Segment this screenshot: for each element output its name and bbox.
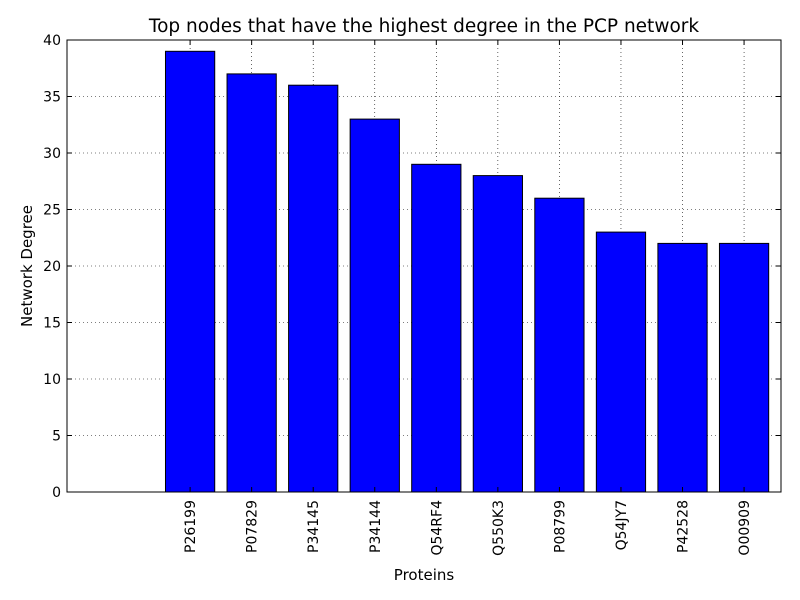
x-tick-label: P08799 xyxy=(552,500,568,553)
y-axis: 0 5 10 15 20 25 30 35 40 xyxy=(43,33,781,501)
bar-Q54JY7 xyxy=(595,231,647,493)
x-tick-label: P42528 xyxy=(676,500,692,553)
bar-P34145 xyxy=(288,84,339,493)
x-axis-title: Proteins xyxy=(394,566,455,584)
y-tick-label: 25 xyxy=(43,203,61,219)
x-tick-label: P26199 xyxy=(183,500,199,553)
y-tick-label: 15 xyxy=(43,316,61,332)
x-tick-label: P07829 xyxy=(245,500,261,553)
chart-title: Top nodes that have the highest degree i… xyxy=(148,16,699,37)
bars xyxy=(164,50,770,493)
bar-P08799 xyxy=(534,197,585,493)
bar-P26199 xyxy=(164,50,216,493)
bar-P34144 xyxy=(349,118,400,493)
x-tick-label: O00909 xyxy=(737,500,753,556)
x-tick-label: Q54RF4 xyxy=(429,500,445,556)
y-tick-label: 35 xyxy=(43,90,61,106)
y-tick-label: 0 xyxy=(52,485,61,501)
bar-Q54RF4 xyxy=(411,163,462,493)
x-tick-label: Q54JY7 xyxy=(614,500,630,550)
y-tick-label: 40 xyxy=(43,33,61,49)
bar-O00909 xyxy=(718,242,770,493)
y-tick-label: 10 xyxy=(43,372,61,388)
y-tick-label: 30 xyxy=(43,146,61,162)
x-tick-label: P34144 xyxy=(368,500,384,553)
bar-Q550K3 xyxy=(472,175,523,493)
y-tick-label: 20 xyxy=(43,259,61,275)
x-axis: P26199 P07829 P34145 P34144 Q54RF4 Q550K3 P087… xyxy=(183,40,753,556)
y-tick-label: 5 xyxy=(52,429,61,445)
y-axis-title: Network Degree xyxy=(18,205,36,327)
bar-P07829 xyxy=(226,73,277,493)
x-tick-label: P34145 xyxy=(306,500,322,553)
bar-P42528 xyxy=(657,242,708,493)
x-tick-label: Q550K3 xyxy=(491,500,507,556)
